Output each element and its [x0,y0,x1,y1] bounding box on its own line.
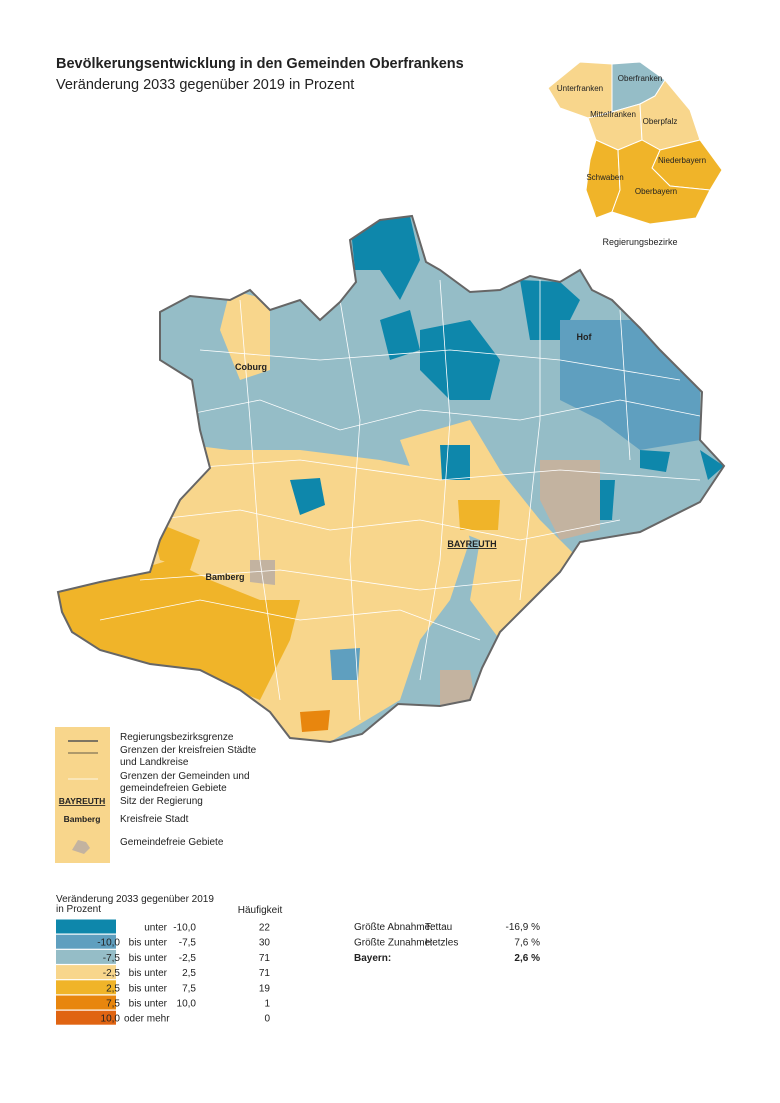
class-op: bis unter [129,968,168,979]
stat-label: Größte Abnahme: [354,922,433,933]
inset-region-label: Oberpfalz [643,117,678,126]
title: Bevölkerungsentwicklung in den Gemeinden… [56,56,464,72]
inset-region-label: Schwaben [586,173,623,182]
class-low: 7,5 [106,999,120,1010]
map-label: Bamberg [205,572,244,582]
class-low: -10,0 [97,938,120,949]
inset-region-label: Unterfranken [557,84,603,93]
stat-name: Hetzles [425,938,458,949]
class-swatch [56,1010,116,1025]
class-swatch [56,934,116,949]
legend-label: Kreisfreie Stadt [120,814,189,825]
stat-value: 2,6 % [514,953,540,964]
map-label: BAYREUTH [447,539,496,549]
legend-label: und Landkreise [120,757,189,768]
class-count: 1 [264,999,270,1010]
class-low: 2,5 [106,983,120,994]
legend-title: Veränderung 2033 gegenüber 2019 [56,894,214,905]
class-swatch [56,965,116,980]
class-swatch [56,980,116,995]
inset-region-label: Oberbayern [635,187,677,196]
class-high: -7,5 [179,938,197,949]
legend-label: Gemeindefreie Gebiete [120,837,224,848]
class-count: 71 [259,968,271,979]
inset-region-label: Oberfranken [618,74,662,83]
class-high: 10,0 [177,999,197,1010]
class-op: bis unter [129,983,168,994]
stat-label: Bayern: [354,953,391,964]
inset-region-label: Mittelfranken [590,110,636,119]
stat-value: 7,6 % [514,938,540,949]
class-op: unter [144,923,167,934]
inset-map [547,61,723,225]
map-label: Hof [577,332,593,342]
class-count: 71 [259,953,271,964]
map-label: Coburg [235,362,267,372]
class-count: 22 [259,923,271,934]
class-high: 2,5 [182,968,196,979]
class-count: 30 [259,938,271,949]
class-op: bis unter [129,953,168,964]
stat-value: -16,9 % [506,922,541,933]
class-op: bis unter [129,999,168,1010]
class-low: -7,5 [103,953,121,964]
class-high: -2,5 [179,953,197,964]
class-high: -10,0 [173,923,196,934]
legend-label: Grenzen der kreisfreien Städte [120,745,257,756]
class-high: 7,5 [182,983,196,994]
count-header: Häufigkeit [238,905,283,916]
class-op: bis unter [129,938,168,949]
class-count: 0 [264,1014,270,1025]
main-map: Coburg Hof Bamberg BAYREUTH [56,214,726,744]
boundary-legend: Regierungsbezirksgrenze Grenzen der kreis… [55,727,257,863]
class-count: 19 [259,983,271,994]
class-op: oder mehr [124,1014,170,1025]
stat-label: Größte Zunahme: [354,938,433,949]
legend-label: gemeindefreien Gebiete [120,783,227,794]
class-low: 10,0 [101,1014,121,1025]
inset-region-label: Niederbayern [658,156,706,165]
legend-title: in Prozent [56,904,101,915]
legend-label: Grenzen der Gemeinden und [120,771,250,782]
inset-caption: Regierungsbezirke [602,237,677,247]
class-swatch [56,919,116,934]
subtitle: Veränderung 2033 gegenüber 2019 in Proze… [56,77,354,93]
legend-label: Regierungsbezirksgrenze [120,732,234,743]
legend-symbol: BAYREUTH [59,796,105,806]
class-low: -2,5 [103,968,121,979]
stats: Größte Abnahme:Tettau -16,9 % Größte Zunah… [354,922,540,964]
class-swatch [56,995,116,1010]
class-swatch [56,949,116,964]
legend-label: Sitz der Regierung [120,796,203,807]
stat-name: Tettau [425,922,452,933]
legend-symbol: Bamberg [64,814,101,824]
